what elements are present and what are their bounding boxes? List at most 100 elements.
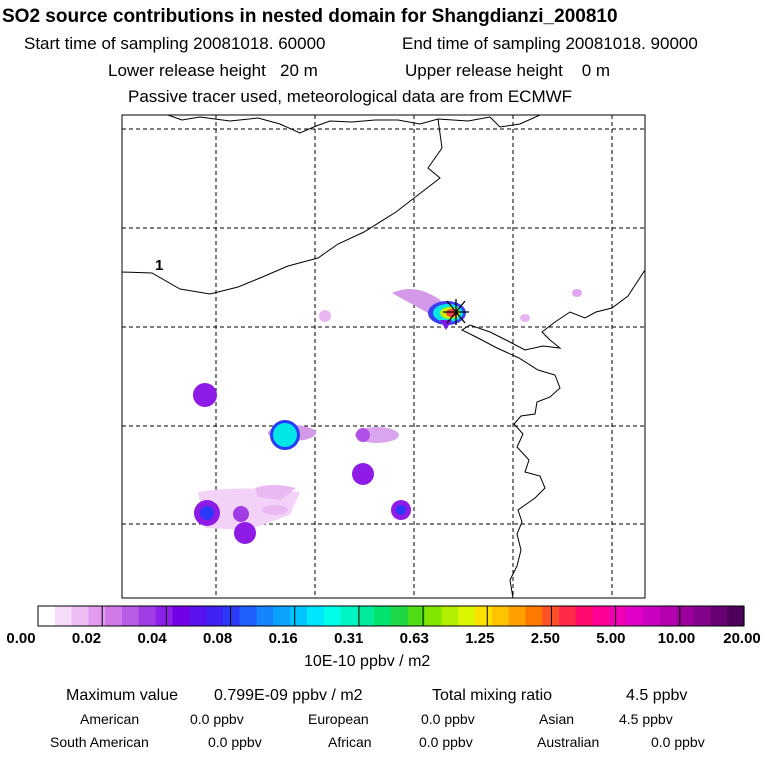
upper-release-height-label: Upper release height 0 m xyxy=(405,61,611,80)
plume-patch xyxy=(234,522,256,544)
colorbar-major-ticks xyxy=(37,606,745,626)
coastlines xyxy=(121,114,646,599)
region-number-label: 1 xyxy=(155,257,163,274)
colorbar-cell xyxy=(643,606,661,626)
colorbar-cell xyxy=(659,606,678,626)
coastline xyxy=(460,269,646,599)
region-name: European xyxy=(308,711,369,727)
colorbar-cell xyxy=(256,606,274,626)
colorbar-cell xyxy=(727,606,745,626)
colorbar-cell xyxy=(340,606,358,626)
colorbar-cell xyxy=(323,606,342,626)
colorbar-cell xyxy=(525,606,543,626)
plume-patch xyxy=(352,463,374,485)
colorbar-tick-label: 20.00 xyxy=(723,630,761,647)
region-value: 4.5 ppbv xyxy=(619,711,673,727)
total-mixing-ratio-value: 4.5 ppbv xyxy=(626,687,688,704)
colorbar-cell xyxy=(693,606,711,626)
colorbar-cell xyxy=(441,606,459,626)
colorbar-cell xyxy=(626,606,644,626)
colorbar-tick-label: 10.00 xyxy=(657,630,696,647)
region-name: Asian xyxy=(539,711,575,727)
colorbar-cell xyxy=(206,606,224,626)
plume-patch xyxy=(356,428,370,442)
colorbar-tick-label: 0.02 xyxy=(71,630,102,647)
colorbar-cell xyxy=(54,606,73,626)
colorbar xyxy=(37,605,745,627)
region-value: 0.0 ppbv xyxy=(419,734,473,750)
plume-patch xyxy=(396,505,406,515)
total-mixing-ratio-label: Total mixing ratio xyxy=(432,687,553,704)
region-value: 0.0 ppbv xyxy=(651,734,705,750)
plume-patch xyxy=(255,485,296,500)
colorbar-tick-label: 0.16 xyxy=(268,630,298,647)
colorbar-tick-label: 0.04 xyxy=(137,630,167,647)
plume-patch xyxy=(319,310,331,322)
graticule xyxy=(122,115,645,598)
region-name: American xyxy=(80,711,140,727)
tracer-note: Passive tracer used, meteorological data… xyxy=(128,87,573,106)
region-name: South American xyxy=(50,734,149,750)
plume-patch xyxy=(572,289,582,297)
colorbar-tick-label: 5.00 xyxy=(596,630,626,647)
plume-patch xyxy=(273,423,297,447)
region-value: 0.0 ppbv xyxy=(190,711,244,727)
colorbar-cell xyxy=(38,606,56,626)
colorbar-cell xyxy=(592,606,611,626)
colorbar-tick-label: 0.63 xyxy=(399,630,429,647)
colorbar-cell xyxy=(222,606,241,626)
colorbar-cell xyxy=(676,606,695,626)
colorbar-cell xyxy=(105,606,123,626)
colorbar-cell xyxy=(71,606,90,626)
start-time-label: Start time of sampling 20081018. 60000 xyxy=(24,34,326,53)
colorbar-cell xyxy=(138,606,157,626)
border-line xyxy=(121,118,443,295)
end-time-label: End time of sampling 20081018. 90000 xyxy=(402,34,698,53)
colorbar-cell xyxy=(290,606,308,626)
colorbar-cell xyxy=(508,606,527,626)
colorbar-cell xyxy=(475,606,493,626)
lower-release-height-label: Lower release height 20 m xyxy=(108,61,318,80)
plume-patch xyxy=(440,320,452,330)
region-value: 0.0 ppbv xyxy=(208,734,262,750)
plume-patch xyxy=(233,506,249,522)
border-line xyxy=(167,114,541,134)
colorbar-tick-label: 0.08 xyxy=(203,630,233,647)
colorbar-cell xyxy=(559,606,577,626)
plume-patch xyxy=(200,506,214,520)
colorbar-tick-label: 1.25 xyxy=(465,630,495,647)
plume-patch xyxy=(262,505,288,515)
colorbar-cell xyxy=(575,606,594,626)
colorbar-cell xyxy=(407,606,426,626)
colorbar-units: 10E-10 ppbv / m2 xyxy=(304,653,431,670)
colorbar-tick-label: 0.31 xyxy=(334,630,364,647)
concentration-field xyxy=(193,288,582,544)
colorbar-cell xyxy=(273,606,291,626)
colorbar-cell xyxy=(155,606,174,626)
max-value: 0.799E-09 ppbv / m2 xyxy=(214,687,363,704)
max-value-label: Maximum value xyxy=(66,687,179,704)
colorbar-cell xyxy=(88,606,106,626)
colorbar-cell xyxy=(122,606,140,626)
colorbar-cell xyxy=(424,606,443,626)
colorbar-cell xyxy=(710,606,728,626)
colorbar-cell xyxy=(391,606,409,626)
colorbar-cell xyxy=(374,606,392,626)
plume-patch xyxy=(193,383,217,407)
colorbar-cell xyxy=(491,606,510,626)
colorbar-cell xyxy=(189,606,207,626)
region-name: African xyxy=(328,734,372,750)
colorbar-tick-label: 2.50 xyxy=(530,630,560,647)
colorbar-tick-label: 0.00 xyxy=(6,630,36,647)
region-name: Australian xyxy=(537,734,600,750)
colorbar-cells xyxy=(38,606,745,626)
colorbar-cell xyxy=(609,606,627,626)
region-value: 0.0 ppbv xyxy=(421,711,475,727)
colorbar-cell xyxy=(357,606,375,626)
colorbar-cell xyxy=(458,606,476,626)
colorbar-cell xyxy=(306,606,325,626)
plume-patch xyxy=(520,314,530,322)
station-cross-icon xyxy=(443,299,469,325)
map-title: SO2 source contributions in nested domai… xyxy=(2,6,618,27)
